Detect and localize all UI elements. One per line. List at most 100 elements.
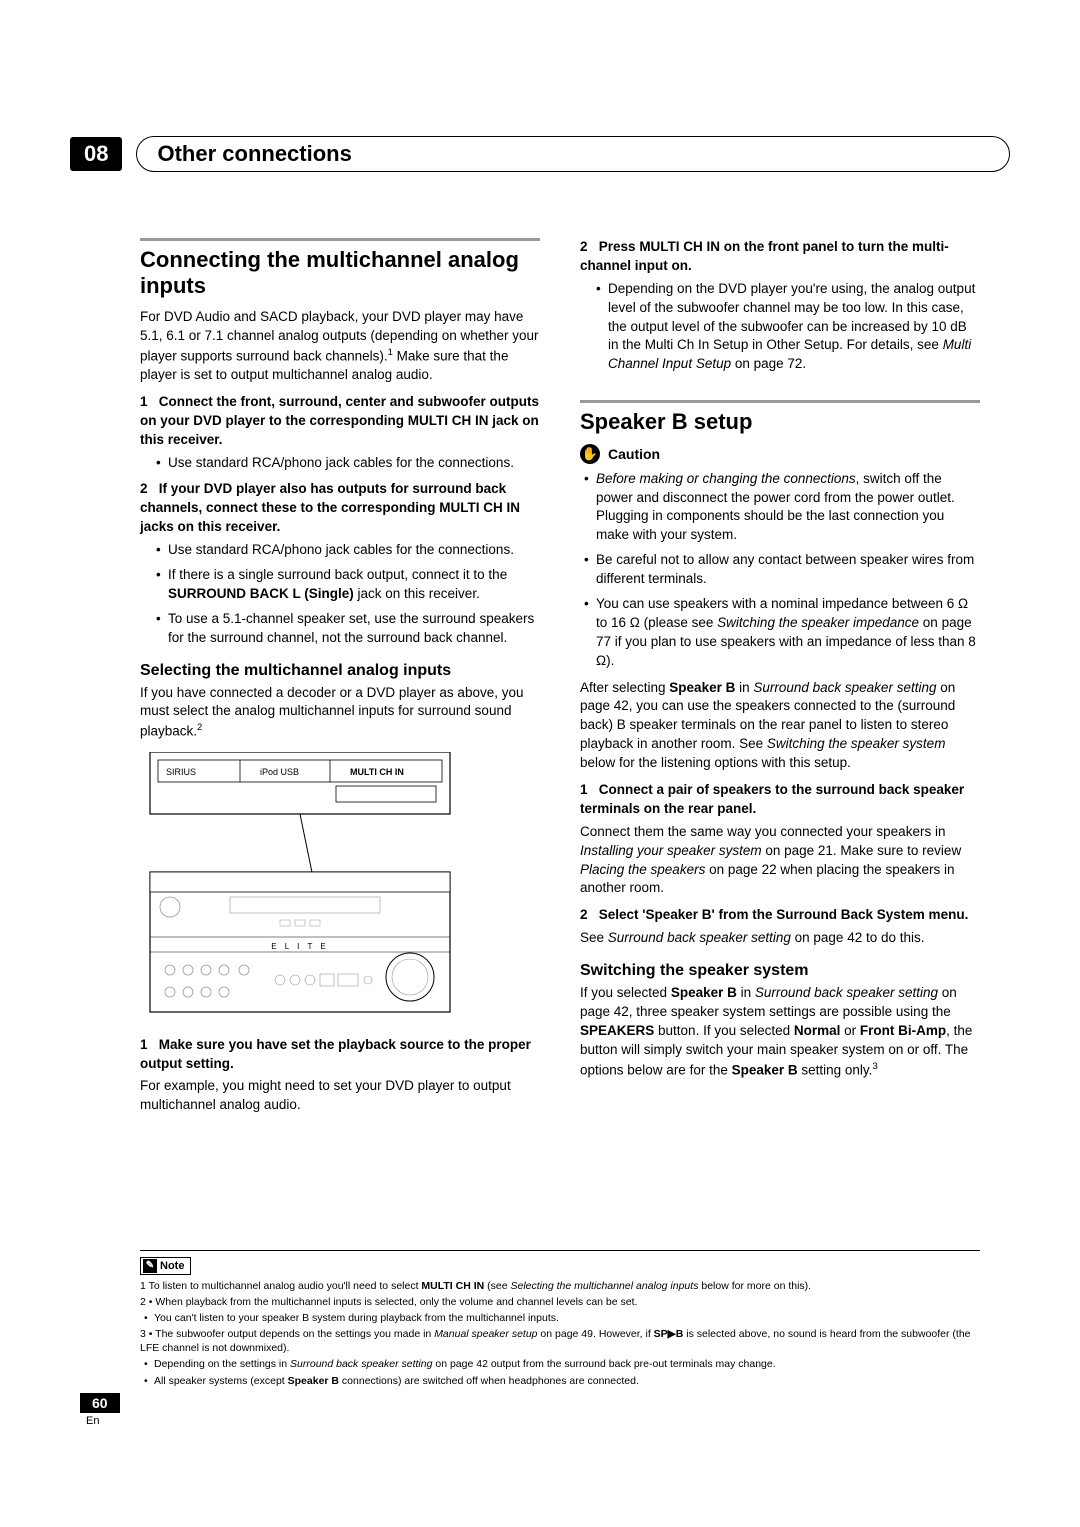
- bold: Front Bi-Amp: [860, 1023, 946, 1038]
- step-2-bullets: Use standard RCA/phono jack cables for t…: [140, 541, 540, 647]
- step-title: Connect a pair of speakers to the surrou…: [580, 782, 964, 816]
- bullet: Use standard RCA/phono jack cables for t…: [156, 541, 540, 560]
- ital: Selecting the multichannel analog inputs: [510, 1280, 698, 1292]
- footnote-list: 1 To listen to multichannel analog audio…: [140, 1279, 980, 1388]
- bullet: Before making or changing the connection…: [584, 470, 980, 546]
- bold: Speaker B: [288, 1375, 339, 1387]
- text: below for the listening options with thi…: [580, 755, 851, 770]
- chapter-title: Other connections: [136, 136, 1010, 172]
- step-4-bullets: Depending on the DVD player you're using…: [580, 280, 980, 374]
- footnote-2-sub: You can't listen to your speaker B syste…: [140, 1311, 980, 1325]
- caution-heading: ✋ Caution: [580, 444, 980, 464]
- ital: Surround back speaker setting: [755, 985, 938, 1000]
- bullet: Be careful not to allow any contact betw…: [584, 551, 980, 589]
- caution-bullets: Before making or changing the connection…: [580, 470, 980, 671]
- ital: Placing the speakers: [580, 862, 705, 877]
- text: All speaker systems (except: [154, 1375, 288, 1387]
- step-4: 2 Press MULTI CH IN on the front panel t…: [580, 238, 980, 276]
- footnote-1: 1 To listen to multichannel analog audio…: [140, 1279, 980, 1293]
- text: on page 49. However, if: [538, 1328, 654, 1340]
- step-3: 1 Make sure you have set the playback so…: [140, 1036, 540, 1074]
- text: on page 42 to do this.: [791, 930, 925, 945]
- bullet-ital: Before making or changing the connection…: [596, 471, 856, 486]
- subsection-switching-paragraph: If you selected Speaker B in Surround ba…: [580, 984, 980, 1080]
- bold: SPEAKERS: [580, 1023, 654, 1038]
- chapter-number-badge: 08: [70, 137, 122, 171]
- ital: Manual speaker setup: [434, 1328, 537, 1340]
- text: setting only.: [798, 1062, 873, 1077]
- bold: Speaker B: [669, 680, 735, 695]
- r-step-2: 2 Select 'Speaker B' from the Surround B…: [580, 906, 980, 925]
- text: on page 42 output from the surround back…: [432, 1358, 775, 1370]
- section-rule: [580, 400, 980, 403]
- text: in: [737, 985, 755, 1000]
- footnote-area: ✎ Note 1 To listen to multichannel analo…: [140, 1250, 980, 1390]
- step-title: Make sure you have set the playback sour…: [140, 1037, 531, 1071]
- footnote-3-sub1: Depending on the settings in Surround ba…: [140, 1357, 980, 1371]
- caution-icon: ✋: [580, 444, 600, 464]
- note-badge: ✎ Note: [140, 1257, 191, 1275]
- step-title: Connect the front, surround, center and …: [140, 394, 539, 447]
- text: If you selected: [580, 985, 671, 1000]
- step-number: 2: [580, 907, 588, 922]
- subsection-paragraph: If you have connected a decoder or a DVD…: [140, 684, 540, 742]
- bold: Speaker B: [671, 985, 737, 1000]
- text: or: [840, 1023, 860, 1038]
- chapter-header: 08 Other connections: [70, 136, 1010, 172]
- ital: Installing your speaker system: [580, 843, 762, 858]
- bullet: Use standard RCA/phono jack cables for t…: [156, 454, 540, 473]
- left-column: Connecting the multichannel analog input…: [140, 238, 540, 1123]
- step-1-bullets: Use standard RCA/phono jack cables for t…: [140, 454, 540, 473]
- section-title-speaker-b: Speaker B setup: [580, 409, 980, 435]
- text: 3 • The subwoofer output depends on the …: [140, 1328, 434, 1340]
- bullet-text-a: Depending on the DVD player you're using…: [608, 281, 975, 353]
- text: on page 21. Make sure to review: [762, 843, 962, 858]
- diagram-tab-ipod: iPod USB: [260, 767, 299, 777]
- step-1: 1 Connect the front, surround, center an…: [140, 393, 540, 450]
- bold: Speaker B: [732, 1062, 798, 1077]
- text: Connect them the same way you connected …: [580, 824, 945, 839]
- r-step-1: 1 Connect a pair of speakers to the surr…: [580, 781, 980, 819]
- after-caution-paragraph: After selecting Speaker B in Surround ba…: [580, 679, 980, 773]
- step-number: 2: [580, 239, 588, 254]
- bullet: You can use speakers with a nominal impe…: [584, 595, 980, 671]
- ital: Surround back speaker setting: [608, 930, 791, 945]
- text: below for more on this).: [698, 1280, 811, 1292]
- step-number: 1: [140, 1037, 148, 1052]
- step-number: 1: [580, 782, 588, 797]
- bullet-text-b: on page 72.: [731, 356, 806, 371]
- footnote-3: 3 • The subwoofer output depends on the …: [140, 1327, 980, 1355]
- r-step-2-paragraph: See Surround back speaker setting on pag…: [580, 929, 980, 948]
- page-number: 60: [80, 1393, 120, 1413]
- bullet-text-a: If there is a single surround back outpu…: [168, 567, 507, 582]
- page-footer: 60 En: [80, 1393, 120, 1427]
- content-columns: Connecting the multichannel analog input…: [140, 238, 980, 1123]
- step-title: Select 'Speaker B' from the Surround Bac…: [599, 907, 969, 922]
- bullet: To use a 5.1-channel speaker set, use th…: [156, 610, 540, 648]
- text: in: [735, 680, 753, 695]
- text: button. If you selected: [654, 1023, 794, 1038]
- text: 1 To listen to multichannel analog audio…: [140, 1280, 421, 1292]
- text: See: [580, 930, 608, 945]
- diagram-tab-multi: MULTI CH IN: [350, 767, 404, 777]
- bullet: Depending on the DVD player you're using…: [596, 280, 980, 374]
- text: Depending on the settings in: [154, 1358, 290, 1370]
- bold: MULTI CH IN: [421, 1280, 484, 1292]
- subsection-switching: Switching the speaker system: [580, 962, 980, 980]
- step-title: If your DVD player also has outputs for …: [140, 481, 520, 534]
- bold: SP▶B: [654, 1328, 684, 1340]
- receiver-diagram: SIRIUS iPod USB MULTI CH IN E L I T E: [140, 752, 460, 1022]
- r-step-1-paragraph: Connect them the same way you connected …: [580, 823, 980, 899]
- section-title-connecting: Connecting the multichannel analog input…: [140, 247, 540, 300]
- section-rule: [140, 238, 540, 241]
- step-number: 2: [140, 481, 148, 496]
- ital: Switching the speaker system: [767, 736, 946, 751]
- bullet: If there is a single surround back outpu…: [156, 566, 540, 604]
- intro-paragraph: For DVD Audio and SACD playback, your DV…: [140, 308, 540, 385]
- ital: Surround back speaker setting: [753, 680, 936, 695]
- right-column: 2 Press MULTI CH IN on the front panel t…: [580, 238, 980, 1123]
- diagram-tab-sirius: SIRIUS: [166, 767, 196, 777]
- footnote-ref-2: 2: [197, 722, 202, 733]
- bullet-text-b: jack on this receiver.: [354, 586, 480, 601]
- text: connections) are switched off when headp…: [339, 1375, 639, 1387]
